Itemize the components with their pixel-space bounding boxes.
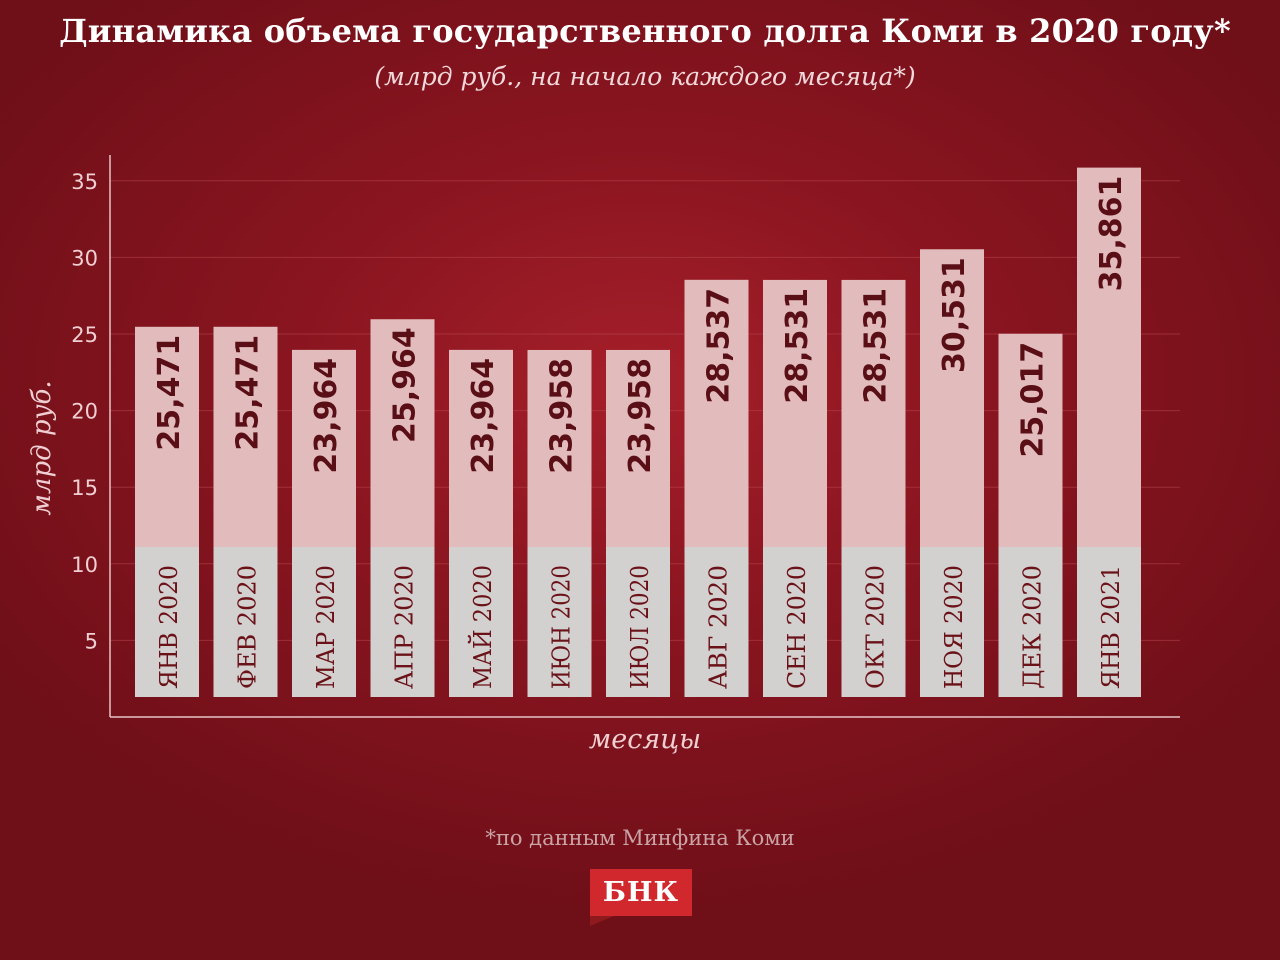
category-band	[763, 547, 827, 697]
y-axis-label: млрд руб.	[27, 380, 57, 515]
x-tick-label: ЯНВ 2021	[1097, 565, 1125, 689]
bar-value-label: 23,958	[623, 358, 658, 474]
bar-group: 30,531 НОЯ 2020	[920, 249, 984, 697]
bar-group: 23,964 МАЙ 2020	[449, 349, 513, 697]
source-footnote: *по данным Минфина Коми	[485, 826, 795, 850]
chart-title: Динамика объема государственного долга К…	[59, 12, 1231, 50]
y-tick-label: 35	[71, 170, 98, 194]
bar-group: 28,531 ОКТ 2020	[841, 279, 906, 697]
chart-subtitle: (млрд руб., на начало каждого месяца*)	[374, 62, 916, 91]
bar-value-label: 28,531	[780, 288, 815, 404]
bar-value-label: 28,531	[859, 288, 894, 404]
bar-value-label: 25,471	[231, 335, 266, 451]
x-tick-label: АВГ 2020	[705, 565, 733, 689]
x-tick-label: ДЕК 2020	[1019, 565, 1047, 689]
bar-value-label: 28,537	[702, 288, 737, 404]
bar-value-label: 35,861	[1094, 176, 1129, 292]
category-band	[449, 547, 513, 697]
bar-group: 23,964 МАР 2020	[292, 349, 356, 697]
category-band	[920, 547, 984, 697]
logo-tail-shape	[590, 916, 614, 926]
y-tick-label: 10	[71, 553, 98, 577]
x-tick-label: ОКТ 2020	[862, 565, 890, 689]
y-tick-label: 15	[71, 476, 98, 500]
x-tick-label: АПР 2020	[391, 565, 419, 689]
bar-group: 25,471 ЯНВ 2020	[135, 326, 199, 697]
category-band	[135, 547, 199, 697]
category-band	[841, 547, 906, 697]
bar-value-label: 25,964	[388, 327, 423, 443]
x-tick-label: НОЯ 2020	[940, 565, 968, 689]
category-band	[370, 547, 435, 697]
x-tick-label: МАР 2020	[312, 565, 340, 689]
x-tick-label: ФЕВ 2020	[234, 565, 262, 689]
category-band	[292, 547, 356, 697]
x-tick-label: ЯНВ 2020	[155, 565, 183, 689]
bnk-logo: БНК	[590, 869, 692, 927]
bar-value-label: 25,017	[1016, 342, 1051, 458]
bar-value-label: 23,964	[309, 358, 344, 474]
bar-group: 23,958 ИЮН 2020	[527, 349, 592, 697]
bar-group: 25,964 АПР 2020	[370, 319, 435, 697]
category-band	[213, 547, 278, 697]
bar-value-label: 23,958	[545, 358, 580, 474]
bar-group: 23,958 ИЮЛ 2020	[606, 349, 670, 697]
y-tick-label: 5	[85, 629, 98, 653]
y-axis-ticks: 5 10 15 20 25 30 35	[71, 170, 98, 654]
bar-group: 35,861 ЯНВ 2021	[1077, 167, 1141, 697]
category-band	[684, 547, 749, 697]
bar-group: 25,017 ДЕК 2020	[998, 333, 1063, 697]
y-tick-label: 25	[71, 323, 98, 347]
x-tick-label: СЕН 2020	[783, 565, 811, 689]
y-tick-label: 20	[71, 400, 98, 424]
bar-value-label: 23,964	[466, 358, 501, 474]
bar-value-label: 25,471	[152, 335, 187, 451]
bar-value-label: 30,531	[937, 257, 972, 373]
bar-group: 28,531 СЕН 2020	[763, 279, 827, 697]
x-tick-label: ИЮН 2020	[548, 565, 576, 689]
x-axis-label: месяцы	[589, 724, 701, 755]
bars: 25,471 ЯНВ 2020 25,471 ФЕВ 2020 23,964 МАР 20…	[135, 167, 1141, 697]
bar-group: 28,537 АВГ 2020	[684, 279, 749, 697]
x-tick-label: МАЙ 2020	[467, 565, 497, 689]
y-tick-label: 30	[71, 246, 98, 270]
category-band	[998, 547, 1063, 697]
logo-text: БНК	[590, 869, 692, 916]
x-tick-label: ИЮЛ 2020	[626, 565, 654, 689]
category-band	[606, 547, 670, 697]
category-band	[1077, 547, 1141, 697]
category-band	[527, 547, 592, 697]
bar-group: 25,471 ФЕВ 2020	[213, 326, 278, 697]
